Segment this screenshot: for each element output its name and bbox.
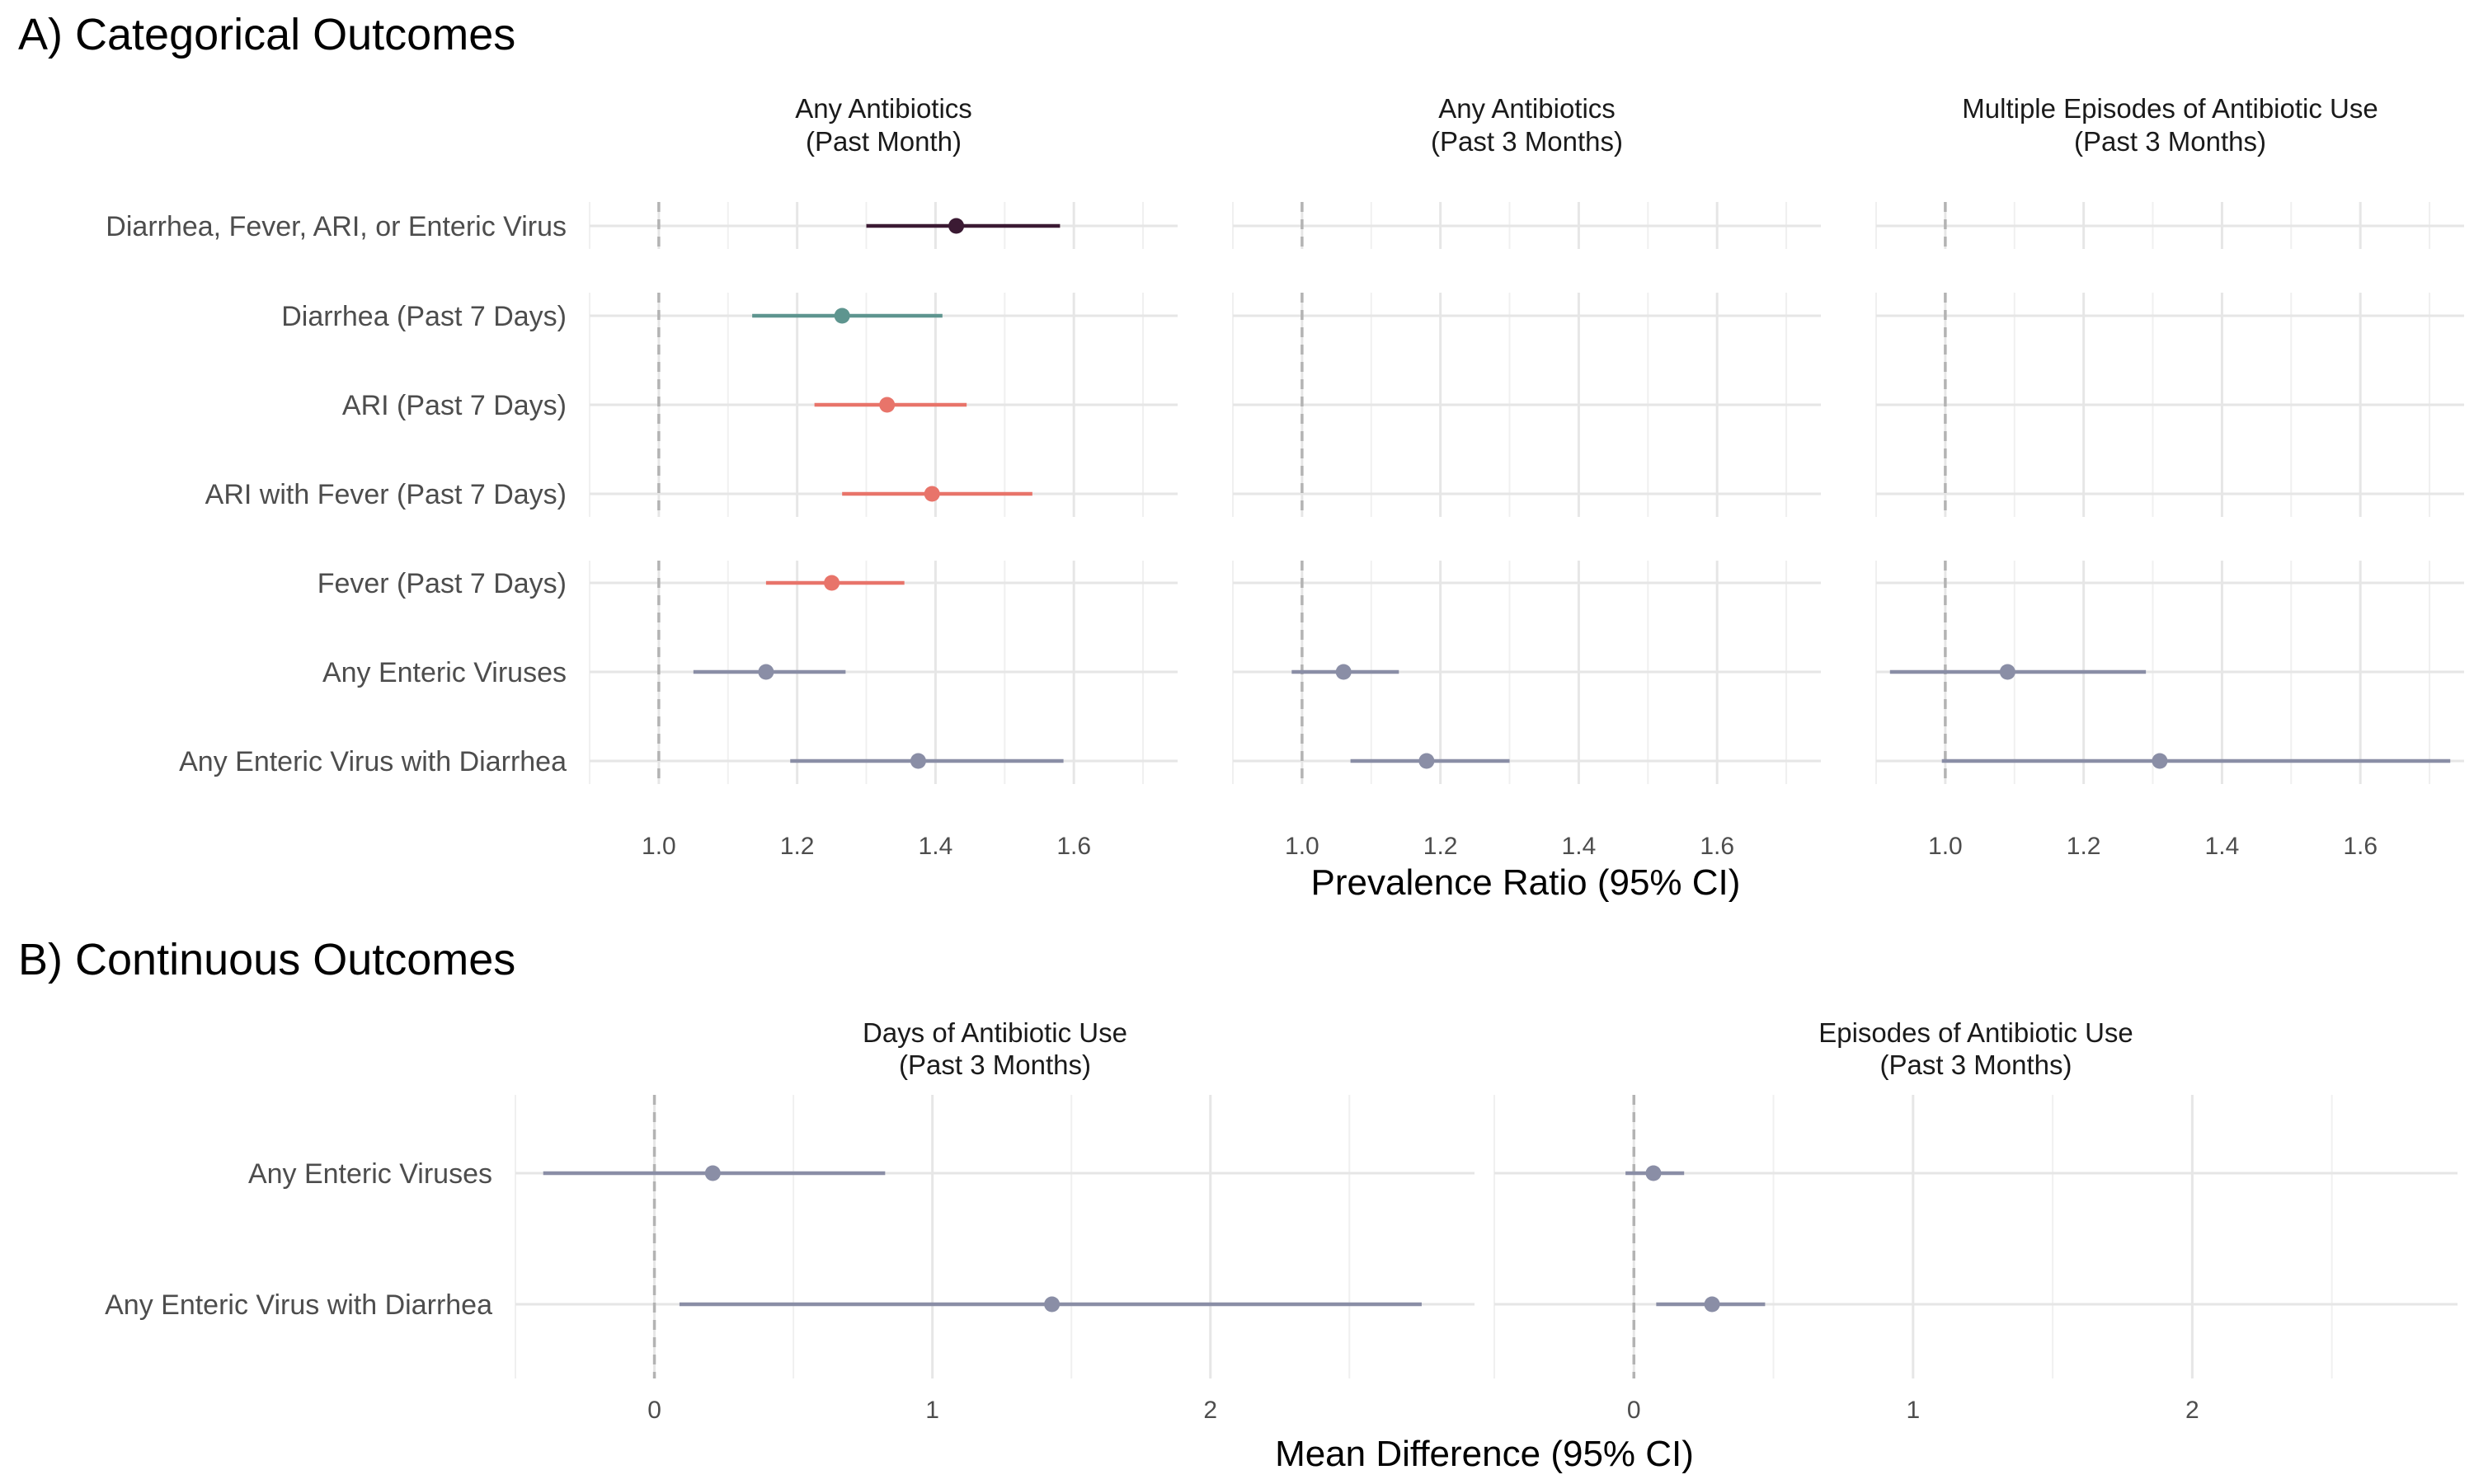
x-tick-label: 1.0 xyxy=(1285,833,1319,860)
panel-b-x-axis-title: Mean Difference (95% CI) xyxy=(1275,1434,1694,1474)
x-tick-label: 1.4 xyxy=(2205,833,2240,860)
panel-b-title: B) Continuous Outcomes xyxy=(18,935,515,984)
x-tick-label: 1.6 xyxy=(2343,833,2378,860)
panel-b: B) Continuous Outcomes Any Enteric Virus… xyxy=(18,935,2458,1474)
x-tick-label: 1.0 xyxy=(1928,833,1963,860)
row-label: Any Enteric Virus with Diarrhea xyxy=(179,746,567,777)
panel-b-marks xyxy=(543,1165,1766,1313)
x-tick-label: 1.4 xyxy=(919,833,953,860)
panel-a-marks xyxy=(693,218,2451,769)
facet-title-line: Episodes of Antibiotic Use xyxy=(1818,1017,2133,1048)
point-estimate xyxy=(758,664,774,680)
point-estimate xyxy=(824,575,840,591)
panel-a-row-labels: Diarrhea, Fever, ARI, or Enteric Virus Di… xyxy=(106,211,567,777)
facet-title-line: (Past 3 Months) xyxy=(2074,126,2266,157)
x-tick-label: 0 xyxy=(1627,1397,1641,1424)
point-estimate xyxy=(704,1165,721,1181)
point-estimate xyxy=(1335,664,1352,680)
facet-title-line: Multiple Episodes of Antibiotic Use xyxy=(1962,93,2378,124)
point-estimate xyxy=(1044,1296,1061,1313)
row-label: Any Enteric Viruses xyxy=(248,1158,492,1190)
x-tick-label: 1.2 xyxy=(1423,833,1458,860)
panel-a-grid xyxy=(589,202,2464,784)
point-estimate xyxy=(879,397,896,413)
row-label: ARI with Fever (Past 7 Days) xyxy=(205,479,567,510)
x-tick-label: 1 xyxy=(1906,1397,1920,1424)
x-tick-label: 1.4 xyxy=(1562,833,1597,860)
panel-b-facet-titles: Days of Antibiotic Use(Past 3 Months)Epi… xyxy=(863,1017,2133,1080)
point-estimate xyxy=(948,218,965,234)
facet-title-line: (Past Month) xyxy=(806,126,962,157)
row-label: Any Enteric Viruses xyxy=(322,657,567,688)
panel-a-tick-labels: 1.0 1.2 1.4 1.6 1.0 1.2 1.4 1.6 1.0 1.2 1.4 1.6 xyxy=(642,833,2378,860)
x-tick-label: 1.0 xyxy=(642,833,676,860)
x-tick-label: 2 xyxy=(2185,1397,2199,1424)
row-label: Any Enteric Virus with Diarrhea xyxy=(105,1289,492,1321)
panel-a-facet-titles: Any Antibiotics(Past Month)Any Antibioti… xyxy=(795,93,2378,157)
facet-title-line: Days of Antibiotic Use xyxy=(863,1017,1127,1048)
facet-title-line: Any Antibiotics xyxy=(1438,93,1616,124)
point-estimate xyxy=(910,753,926,769)
point-estimate xyxy=(1418,753,1435,769)
point-estimate xyxy=(1704,1296,1720,1313)
point-estimate xyxy=(1999,664,2015,680)
panel-b-reference-lines xyxy=(652,1095,1636,1378)
row-label: Diarrhea, Fever, ARI, or Enteric Virus xyxy=(106,211,567,242)
panel-b-row-labels: Any Enteric Viruses Any Enteric Virus wit… xyxy=(105,1158,492,1321)
point-estimate xyxy=(1645,1165,1662,1181)
facet-title-line: Any Antibiotics xyxy=(795,93,972,124)
panel-b-tick-labels: 0 1 2 0 1 2 xyxy=(647,1397,2199,1424)
facet-title-line: (Past 3 Months) xyxy=(1880,1050,2072,1080)
x-tick-label: 0 xyxy=(647,1397,661,1424)
row-label: Diarrhea (Past 7 Days) xyxy=(281,301,567,332)
facet-title-line: (Past 3 Months) xyxy=(899,1050,1091,1080)
panel-a-title: A) Categorical Outcomes xyxy=(18,10,515,59)
x-tick-label: 2 xyxy=(1203,1397,1217,1424)
x-tick-label: 1.2 xyxy=(2067,833,2101,860)
point-estimate xyxy=(924,486,940,502)
x-tick-label: 1.6 xyxy=(1700,833,1734,860)
panel-a-x-axis-title: Prevalence Ratio (95% CI) xyxy=(1311,862,1741,903)
x-tick-label: 1.2 xyxy=(780,833,815,860)
facet-title-line: (Past 3 Months) xyxy=(1431,126,1623,157)
row-label: ARI (Past 7 Days) xyxy=(342,390,567,421)
point-estimate xyxy=(2152,753,2168,769)
row-label: Fever (Past 7 Days) xyxy=(317,568,567,599)
panel-a: A) Categorical Outcomes Diarrhea, Fever,… xyxy=(18,10,2464,903)
point-estimate xyxy=(834,308,850,324)
x-tick-label: 1 xyxy=(925,1397,939,1424)
x-tick-label: 1.6 xyxy=(1056,833,1091,860)
